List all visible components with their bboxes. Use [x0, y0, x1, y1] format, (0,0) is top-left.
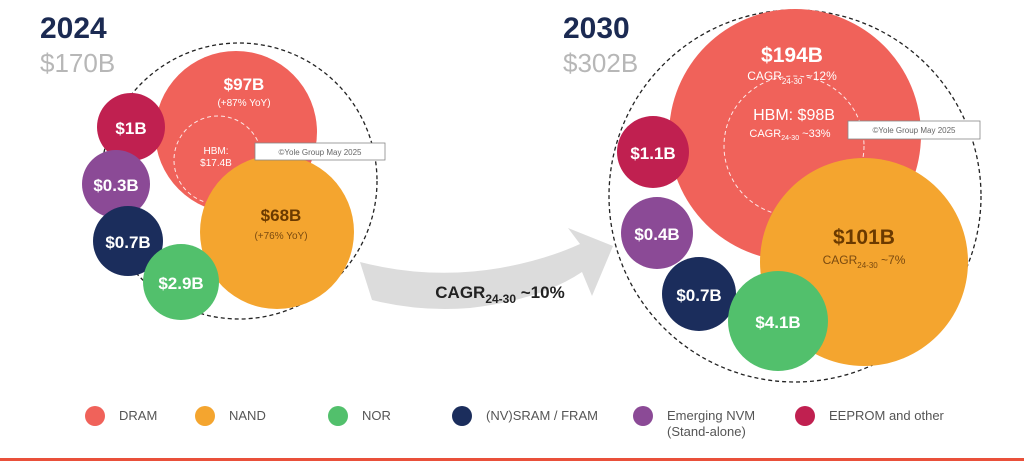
legend-label-dram: DRAM: [119, 408, 158, 423]
market-bubble-chart: CAGR24-30 ~10% $97B (+87% YoY) HBM:$17.4B $6…: [82, 9, 982, 383]
label-2030-nand-cagr: CAGR24-30 ~7%: [823, 253, 906, 270]
legend-swatch-dram: [85, 406, 105, 426]
label-2024-sram-value: $0.7B: [105, 233, 150, 252]
label-2030-nor-value: $4.1B: [755, 313, 800, 332]
legend-label-eeprom: EEPROM and other: [829, 408, 944, 423]
outline-2024: [100, 42, 378, 320]
label-2030-hbm-title: HBM: $98B: [753, 107, 835, 124]
legend-swatch-eeprom: [795, 406, 815, 426]
legend-label-nor: NOR: [362, 408, 391, 423]
label-2024-hbm-title: HBM:: [204, 146, 229, 157]
label-2030-eeprom-value: $1.1B: [630, 144, 675, 163]
legend-label-nvm: Emerging NVM (Stand-alone): [667, 408, 756, 439]
legend-swatch-sram: [452, 406, 472, 426]
legend-swatch-nor: [328, 406, 348, 426]
legend-item-eeprom: EEPROM and other: [795, 406, 944, 426]
year-2024-title: 2024: [40, 12, 107, 45]
watermark-2024: ©Yole Group May 2025: [279, 148, 363, 157]
legend-label-nand: NAND: [229, 408, 266, 423]
label-2024-dram-value: $97B: [224, 75, 265, 94]
bubble-2030-nor: [728, 271, 828, 371]
bubble-2030-eeprom: [617, 116, 689, 188]
watermark-box-2030: [847, 120, 981, 140]
legend-swatch-nand: [195, 406, 215, 426]
bubble-2030-hbm: [723, 75, 865, 217]
label-2030-sram-value: $0.7B: [676, 286, 721, 305]
label-2024-nand-note: (+76% YoY): [254, 231, 307, 242]
legend-item-nvm: Emerging NVM (Stand-alone): [633, 406, 755, 440]
label-2030-nvm-value: $0.4B: [634, 225, 679, 244]
label-2024-dram-note: (+87% YoY): [217, 98, 270, 109]
year-2030-title: 2030: [563, 12, 630, 45]
label-2030-dram-value: $194B: [761, 44, 823, 67]
bubble-2024-sram: [93, 206, 163, 276]
legend: DRAM NAND NOR (NV)SRAM / FRAM Emerging NVM (S…: [0, 400, 1024, 450]
label-2024-eeprom-value: $1B: [115, 119, 146, 138]
footer-bar: [0, 458, 1024, 461]
growth-cagr-label: CAGR24-30 ~10%: [435, 283, 564, 306]
label-2030-hbm-cagr: CAGR24-30 ~33%: [749, 128, 830, 142]
label-2024-nvm-value: $0.3B: [93, 176, 138, 195]
legend-label-sram: (NV)SRAM / FRAM: [486, 408, 598, 423]
bubble-2030-sram: [662, 257, 736, 331]
bubble-2024-nor: [143, 244, 219, 320]
label-2024-nand-value: $68B: [261, 206, 302, 225]
label-2030-dram-cagr: CAGR24-30 ~12%: [747, 69, 837, 86]
label-2024-nor-value: $2.9B: [158, 274, 203, 293]
bubble-2024-eeprom: [97, 93, 165, 161]
bubble-2024-nvm: [82, 150, 150, 218]
label-2024-hbm-value: $17.4B: [200, 158, 232, 169]
legend-item-nand: NAND: [195, 406, 266, 426]
total-2024: $170B: [40, 48, 116, 78]
watermark-box-2024: [254, 142, 386, 161]
legend-item-sram: (NV)SRAM / FRAM: [452, 406, 598, 426]
label-2030-nand-value: $101B: [833, 226, 895, 249]
legend-item-dram: DRAM: [85, 406, 157, 426]
total-2030: $302B: [563, 48, 639, 78]
legend-swatch-nvm: [633, 406, 653, 426]
legend-item-nor: NOR: [328, 406, 391, 426]
bubble-2030-nvm: [621, 197, 693, 269]
watermark-2030: ©Yole Group May 2025: [873, 126, 957, 135]
growth-arrow: [360, 228, 613, 309]
bubble-2024-nand: [200, 155, 354, 309]
